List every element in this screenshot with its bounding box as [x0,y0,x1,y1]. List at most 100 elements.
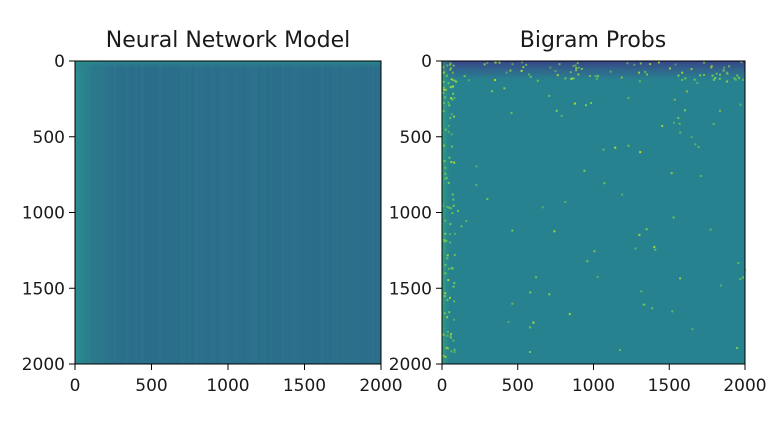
bigram-speckle [453,300,456,303]
bigram-speckle [442,81,445,83]
nn-column-stripe [342,61,344,364]
bigram-speckle [447,347,449,350]
bigram-speckle [442,333,445,336]
bigram-heatmap [442,61,747,364]
nn-column-stripe [135,61,137,364]
nn-model-left-band [75,61,135,364]
nn-column-stripe [348,61,350,364]
bigram-speckle [693,78,696,81]
bigram-speckle [580,67,583,70]
bigram-speckle [486,198,489,201]
bigram-speckle [733,77,736,80]
nn-column-stripe [252,61,254,364]
nn-column-stripe [255,61,257,364]
bigram-speckle [452,85,454,88]
bg-x-tick-label: 0 [437,376,448,396]
bigram-speckle [446,205,449,208]
bigram-speckle [450,78,453,81]
bigram-speckle [444,232,447,235]
bigram-speckle [450,113,453,116]
bigram-speckle [645,228,648,231]
bigram-speckle [444,219,447,222]
bigram-speckle [449,241,452,244]
bigram-speckle [452,79,455,82]
bigram-speckle [475,184,478,186]
bigram-speckle [447,330,449,333]
bigram-speckle [719,109,721,112]
nn-column-stripe [246,61,248,364]
bigram-speckle [575,69,578,72]
bigram-speckle [684,109,686,112]
bigram-speckle [486,62,489,64]
bigram-speckle [541,206,544,209]
bigram-speckle [696,82,699,84]
bigram-speckle [728,65,731,68]
bigram-speckle [525,63,528,66]
nn-column-stripe [309,61,311,364]
bigram-speckle [712,123,715,126]
bigram-speckle [564,201,567,203]
bg-y-tick-label: 0 [421,52,432,72]
nn-column-stripe [327,61,329,364]
bigram-speckle [450,333,452,336]
nn-column-stripe [210,61,212,364]
nn-x-tick-label: 0 [70,376,81,396]
bigram-speckle [442,66,445,69]
bigram-speckle [742,276,745,279]
nn-column-stripe [171,61,173,364]
bigram-speckle [737,262,740,264]
bigram-speckle [448,104,451,107]
nn-column-stripe [207,61,209,364]
bigram-speckle [443,88,446,91]
bigram-speckle [638,233,641,236]
bigram-speckle [443,144,446,147]
bigram-speckle [532,321,535,324]
bigram-speckle [536,79,539,82]
bigram-speckle [452,92,455,95]
bigram-speckle [594,75,597,77]
bigram-speckle [529,351,532,353]
nn-column-stripe [261,61,263,364]
bigram-speckle [627,144,630,147]
nn-column-stripe [189,61,191,364]
nn-column-stripe [357,61,359,364]
nn-column-stripe [321,61,323,364]
bigram-speckle [452,339,455,342]
nn-column-stripe [144,61,146,364]
bigram-speckle [674,63,677,66]
bigram-speckle [740,61,743,64]
nn-column-stripe [243,61,245,364]
bigram-speckle [453,254,456,256]
nn-column-stripe [165,61,167,364]
bigram-speckle [596,275,599,278]
nn-column-stripe [303,61,305,364]
bigram-speckle [446,257,449,260]
bigram-speckle [451,267,454,270]
bigram-speckle [445,346,448,349]
nn-model-title: Neural Network Model [106,28,350,53]
bigram-speckle [448,311,451,314]
nn-y-tick-label: 1000 [22,204,65,224]
nn-column-stripe [156,61,158,364]
bigram-speckle [726,72,729,75]
bigram-speckle [703,74,705,76]
bigram-speckle [627,97,630,99]
nn-y-tick-label: 1500 [22,279,65,299]
nn-column-stripe [306,61,308,364]
bigram-speckle [451,193,454,196]
bigram-speckle [679,277,682,280]
bigram-speckle [453,115,455,118]
bigram-speckle [720,284,722,287]
bigram-speckle [442,86,445,89]
nn-model-y-axis: 0 500 1000 1500 2000 [22,52,75,375]
bigram-speckle [634,247,637,250]
bigram-speckle [511,302,514,305]
bigram-speckle [640,290,643,293]
nn-column-stripe [372,61,374,364]
bigram-speckle [520,69,523,72]
bigram-speckle [602,148,605,151]
bigram-speckle [510,111,513,114]
nn-x-tick-label: 1500 [283,376,326,396]
bigram-speckle [681,79,684,81]
bigram-speckle [593,250,596,253]
